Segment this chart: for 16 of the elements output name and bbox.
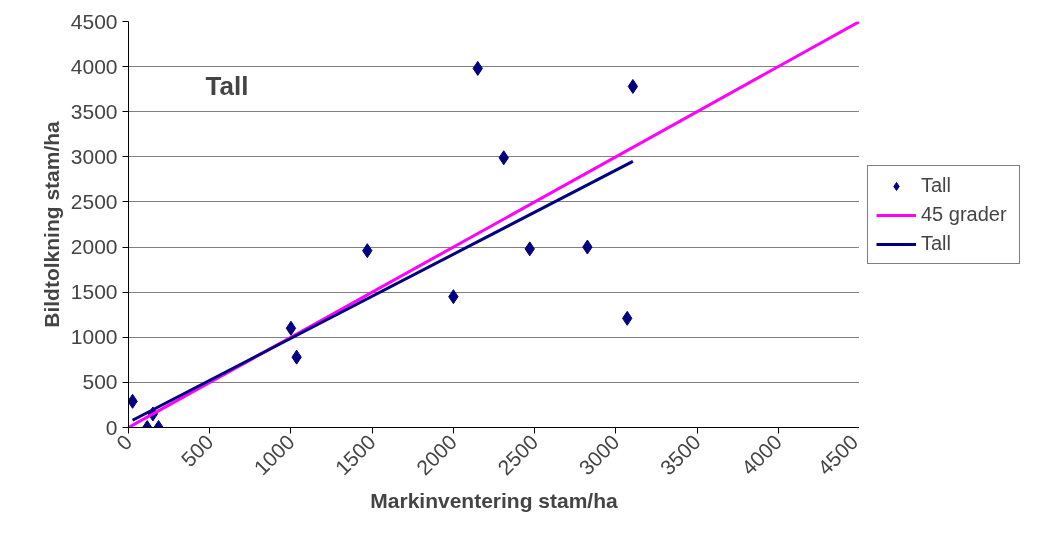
y-tick-label: 3000 [70,144,118,168]
x-axis-title: Markinventering stam/ha [370,489,619,513]
legend-label: 45 grader [921,203,1008,226]
y-tick-label: 0 [105,415,118,439]
y-axis-title: Bildtolkning stam/ha [39,120,63,328]
x-tick-label: 500 [176,430,218,472]
y-tick-label: 4000 [70,54,118,78]
y-tick-label: 2000 [70,235,118,259]
y-tick-label: 4500 [70,9,118,33]
y-tick-label: 3500 [70,99,118,123]
y-tick-label: 1500 [70,280,118,304]
y-tick-label: 2500 [70,189,118,213]
legend-label: Tall [921,174,952,197]
legend-label: Tall [921,232,952,255]
y-tick-label: 500 [82,370,118,394]
y-tick-label: 1000 [70,325,118,349]
